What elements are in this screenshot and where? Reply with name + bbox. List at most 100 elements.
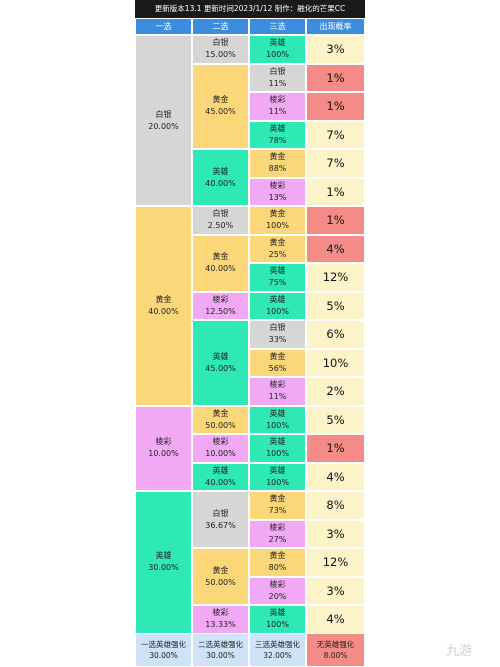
pick2-cell: 黄金 40.00% [192,234,249,292]
probability-cell: 3% [306,576,365,605]
tier-percent: 2.50% [207,221,234,231]
probability-value: 12% [322,270,349,285]
pick3-cell: 棱彩 13% [249,177,306,206]
pick3-cell: 黄金 73% [249,491,306,520]
probability-value: 10% [322,355,349,370]
tier-percent: 100% [266,477,289,487]
pick3-cell: 黄金 100% [249,206,306,235]
probability-cell: 7% [306,149,365,178]
pick1-cell: 棱彩 10.00% [135,405,192,491]
probability-cell: 1% [306,434,365,463]
probability-cell: 1% [306,63,365,92]
pick3-cell: 英雄 100% [249,434,306,463]
tier-percent: 20.00% [148,121,179,131]
tier-name: 棱彩 [212,294,229,304]
pick2-cell: 黄金 45.00% [192,63,249,149]
probability-value: 8% [326,498,345,513]
probability-value: 7% [326,127,345,142]
pick3-cell: 白银 33% [249,320,306,349]
header-3: 三选 [249,18,306,35]
tier-name: 英雄 [155,551,172,561]
tier-percent: 10.00% [148,449,179,459]
tier-percent: 10.00% [205,449,236,459]
tier-percent: 78% [268,135,287,145]
pick2-cell: 黄金 50.00% [192,548,249,605]
probability-value: 5% [326,298,345,313]
tier-name: 棱彩 [269,180,286,190]
tier-percent: 11% [268,392,287,402]
probability-cell: 6% [306,320,365,349]
pick1-cell: 白银 20.00% [135,35,192,206]
tier-name: 英雄 [212,465,229,475]
tier-percent: 33% [268,335,287,345]
tier-percent: 30.00% [148,563,179,573]
pick3-cell: 英雄 75% [249,263,306,292]
probability-cell: 1% [306,92,365,121]
tier-name: 英雄 [269,123,286,133]
tier-name: 黄金 [269,551,286,561]
pick3-cell: 棱彩 27% [249,519,306,548]
tier-percent: 100% [266,50,289,60]
tier-percent: 45.00% [205,363,236,373]
tier-percent: 15.00% [205,50,236,60]
pick2-cell: 白银 36.67% [192,491,249,548]
tier-name: 白银 [155,109,172,119]
tier-name: 英雄 [212,351,229,361]
footer-percent: 32.00% [263,651,292,660]
probability-cell: 12% [306,548,365,577]
footer-percent: 8.00% [323,651,348,660]
tier-name: 棱彩 [269,95,286,105]
tier-name: 白银 [212,209,229,219]
probability-value: 4% [326,241,345,256]
pick3-cell: 英雄 100% [249,405,306,434]
tier-name: 棱彩 [212,437,229,447]
tier-name: 棱彩 [212,608,229,618]
tier-percent: 45.00% [205,107,236,117]
probability-value: 6% [326,327,345,342]
probability-value: 4% [326,612,345,627]
header-label: 二选 [212,21,229,31]
header-label: 出现概率 [319,21,352,31]
tier-name: 黄金 [269,494,286,504]
probability-value: 1% [326,99,345,114]
probability-value: 12% [322,555,349,570]
probability-value: 7% [326,156,345,171]
tier-percent: 73% [268,506,287,516]
tier-percent: 13% [268,192,287,202]
footer-label: 无英雄强化 [316,640,355,649]
tier-name: 黄金 [212,252,229,261]
tier-name: 英雄 [269,608,286,618]
tier-name: 英雄 [269,294,286,304]
pick3-cell: 英雄 100% [249,462,306,491]
pick2-cell: 白银 15.00% [192,35,249,64]
tier-name: 英雄 [269,408,286,418]
tier-name: 英雄 [269,266,286,276]
tier-name: 白银 [269,323,286,333]
footer-label: 二选英雄强化 [198,640,243,649]
probability-cell: 10% [306,348,365,377]
tier-percent: 56% [268,363,287,373]
probability-cell: 4% [306,234,365,263]
pick2-cell: 棱彩 12.50% [192,291,249,320]
footer-cell: 二选英雄强化 30.00% [192,633,249,667]
pick1-cell: 黄金 40.00% [135,206,192,406]
probability-value: 1% [326,441,345,456]
tier-name: 白银 [212,508,229,518]
pick3-cell: 英雄 100% [249,291,306,320]
probability-cell: 12% [306,263,365,292]
tier-percent: 25% [268,249,287,259]
tier-percent: 100% [266,449,289,459]
probability-value: 4% [326,469,345,484]
tier-percent: 50.00% [205,577,236,587]
pick2-cell: 棱彩 13.33% [192,605,249,634]
tier-percent: 40.00% [205,264,236,273]
pick3-cell: 英雄 100% [249,35,306,64]
probability-value: 1% [326,184,345,199]
pick3-cell: 白银 11% [249,63,306,92]
probability-value: 3% [326,526,345,541]
footer-cell: 三选英雄强化 32.00% [249,633,306,667]
probability-value: 1% [326,213,345,228]
header-label: 三选 [269,21,286,31]
probability-cell: 5% [306,405,365,434]
tier-name: 黄金 [269,209,286,219]
